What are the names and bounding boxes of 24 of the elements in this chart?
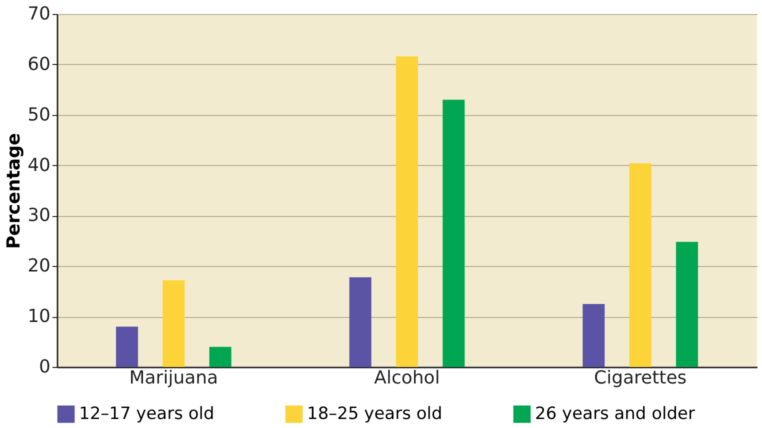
x-tick-label: Alcohol (374, 368, 440, 388)
bar (582, 304, 605, 367)
x-tick-label: Cigarettes (594, 368, 687, 388)
bar (116, 326, 138, 367)
bar (162, 280, 185, 367)
y-tick-label: 60 (28, 54, 50, 75)
y-tick-label: 70 (28, 4, 50, 24)
y-tick-label: 10 (28, 306, 50, 328)
y-tick-label: 30 (28, 205, 50, 226)
bar (629, 163, 652, 367)
y-tick-label: 50 (28, 104, 50, 126)
x-tick-label: Marijuana (129, 368, 218, 388)
legend-label: 18–25 years old (307, 404, 442, 424)
bar (442, 100, 465, 367)
legend-label: 12–17 years old (79, 404, 214, 424)
bar (396, 56, 418, 367)
bar (676, 242, 698, 367)
y-tick-label: 0 (39, 356, 50, 378)
y-tick-label: 20 (28, 256, 50, 277)
y-axis-title: Percentage (4, 133, 25, 249)
bar (209, 346, 232, 367)
legend-label: 26 years and older (535, 404, 695, 424)
y-tick-label: 40 (28, 154, 50, 176)
bar (349, 277, 372, 367)
